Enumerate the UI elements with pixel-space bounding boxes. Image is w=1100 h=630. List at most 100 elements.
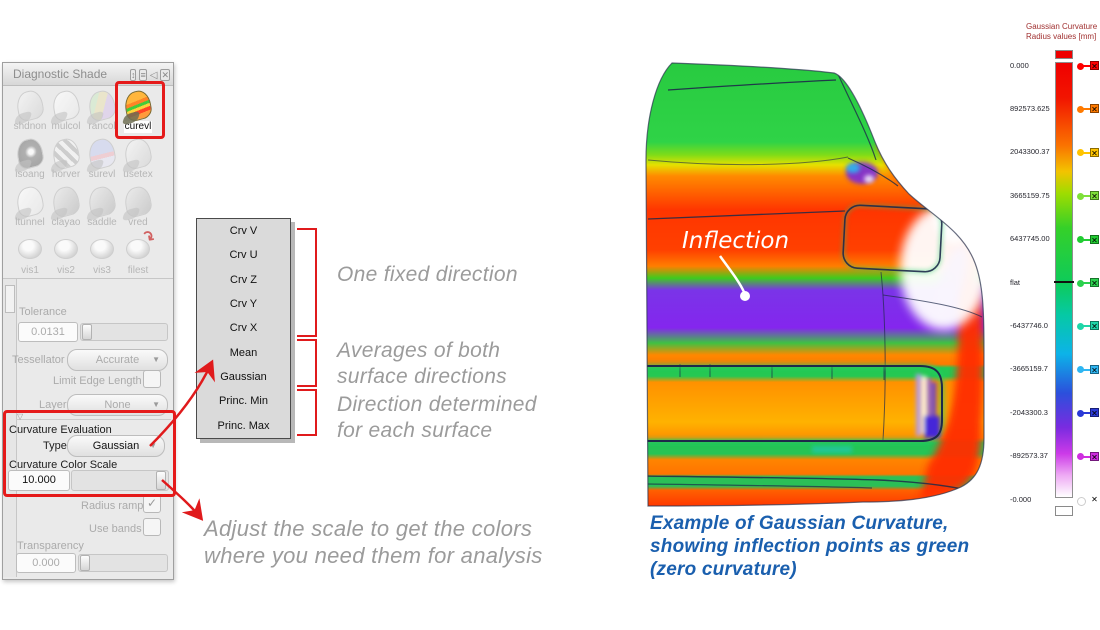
curvature-color-scale-handle[interactable]	[156, 471, 166, 490]
red-arrow-icon: ↷	[138, 226, 159, 248]
legend-marker-checkbox[interactable]: ✕	[1090, 408, 1099, 419]
gutter-tab[interactable]	[5, 285, 15, 313]
tool-label: surevl	[88, 169, 116, 180]
tool-usetex[interactable]: usetex	[120, 133, 156, 181]
legend-marker[interactable]: ✕	[1077, 321, 1100, 331]
legend-marker-checkbox[interactable]: ✕	[1090, 364, 1099, 375]
legend-marker-dot	[1077, 366, 1084, 374]
legend-label: -0.000	[1010, 494, 1032, 504]
legend-marker-checkbox[interactable]: ✕	[1090, 451, 1099, 462]
tool-curevl[interactable]: curevl	[120, 85, 156, 133]
tool-filest[interactable]: ↷ filest	[120, 226, 159, 277]
annotation-line: for each surface	[337, 419, 493, 442]
curvature-color-scale-slider[interactable]	[71, 470, 169, 491]
legend-marker-checkbox[interactable]: ✕	[1090, 191, 1099, 202]
panel-header[interactable]: Diagnostic Shade ↕ ≡ ◁ ✕	[3, 63, 173, 86]
legend-marker[interactable]: ✕	[1077, 364, 1100, 375]
tool-vis3[interactable]: vis3	[84, 229, 120, 277]
tool-grid: shdnon mulcol rancol curevl isoang horver sure…	[12, 85, 159, 277]
legend-label: -2043300.3	[1010, 407, 1048, 417]
quarter-window-white	[864, 175, 874, 183]
tool-surevl[interactable]: surevl	[84, 133, 120, 181]
tool-vis2[interactable]: vis2	[48, 229, 84, 277]
legend-label: -6437746.0	[1010, 320, 1048, 330]
menu-item-mean[interactable]: Mean	[229, 346, 258, 359]
tolerance-value[interactable]: 0.0131	[18, 322, 78, 342]
mulcol-icon	[50, 88, 82, 123]
tool-horver[interactable]: horver	[48, 133, 84, 181]
legend-marker-checkbox[interactable]: ✕	[1090, 278, 1099, 288]
menu-item-crv-z[interactable]: Crv Z	[230, 273, 257, 286]
tool-isoang[interactable]: isoang	[12, 133, 48, 181]
tool-label: shdnon	[13, 121, 47, 132]
caption-line: Example of Gaussian Curvature,	[650, 513, 949, 534]
ltunnel-icon	[14, 184, 46, 219]
legend-marker-line	[1083, 412, 1090, 415]
tool-vred[interactable]: vred	[120, 181, 156, 229]
annotation-adjust-scale: Adjust the scale to get the colors where…	[204, 515, 543, 569]
menu-item-crv-x[interactable]: Crv X	[229, 322, 258, 335]
tool-shdnon[interactable]: shdnon	[12, 85, 48, 133]
legend-marker-checkbox[interactable]: ✕	[1090, 321, 1099, 332]
tolerance-slider[interactable]	[80, 323, 168, 341]
usetex-icon	[122, 136, 154, 171]
transparency-slider[interactable]	[78, 554, 168, 572]
legend-gradient-bar[interactable]	[1055, 62, 1073, 498]
transparency-label: Transparency	[17, 540, 84, 552]
legend-marker[interactable]: ✕	[1077, 495, 1100, 506]
legend-marker-checkbox[interactable]: ✕	[1090, 147, 1099, 158]
close-icon[interactable]: ✕	[160, 69, 170, 81]
legend-title: Gaussian Curvature Radius values [mm]	[1026, 22, 1097, 41]
menu-item-crv-u[interactable]: Crv U	[229, 249, 258, 262]
bracket-averages	[297, 339, 317, 387]
clayao-icon	[50, 184, 82, 219]
tool-saddle[interactable]: saddle	[84, 181, 120, 229]
menu-icon[interactable]: ≡	[139, 69, 147, 81]
legend-marker-checkbox[interactable]: ✕	[1090, 104, 1099, 115]
transparency-slider-handle[interactable]	[80, 555, 90, 571]
legend-marker[interactable]: ✕	[1077, 234, 1100, 245]
tool-mulcol[interactable]: mulcol	[48, 85, 84, 133]
tool-ltunnel[interactable]: ltunnel	[12, 181, 48, 229]
transparency-value[interactable]: 0.000	[16, 553, 76, 573]
limit-edge-checkbox[interactable]	[143, 370, 161, 388]
tool-clayao[interactable]: clayao	[48, 181, 84, 229]
layer-label: Layer	[39, 399, 67, 411]
legend-marker-checkbox[interactable]: ✕	[1090, 234, 1099, 245]
layer-dropdown[interactable]: None ▼	[67, 394, 168, 416]
tool-vis1[interactable]: vis1	[12, 229, 48, 277]
legend-marker-line	[1083, 195, 1090, 198]
legend-marker[interactable]: ✕	[1077, 61, 1100, 71]
legend-marker-checkbox[interactable]: ✕	[1091, 495, 1098, 504]
legend-marker[interactable]: ✕	[1077, 278, 1100, 288]
inflection-pointer-dot	[740, 291, 750, 301]
tool-label: filest	[127, 265, 149, 276]
legend-marker[interactable]: ✕	[1077, 147, 1100, 158]
curvature-type-menu: Crv V Crv U Crv Z Crv Y Crv X Mean Gaussian Pri…	[196, 218, 291, 439]
type-dropdown[interactable]: Gaussian ▼	[67, 435, 165, 457]
use-bands-checkbox[interactable]	[143, 518, 161, 536]
menu-item-crv-y[interactable]: Crv Y	[229, 298, 258, 311]
curvature-color-scale-value[interactable]: 10.000	[8, 470, 70, 491]
diagnostic-shade-panel: Diagnostic Shade ↕ ≡ ◁ ✕ shdnon mulcol rancol…	[2, 62, 174, 580]
tool-rancol[interactable]: rancol	[84, 85, 120, 133]
legend-marker-line	[1083, 282, 1090, 284]
radius-ramp-checkbox[interactable]: ✓	[143, 495, 161, 513]
legend-marker[interactable]: ✕	[1077, 104, 1100, 114]
disclosure-divider	[16, 419, 171, 420]
menu-item-gaussian[interactable]: Gaussian	[220, 371, 267, 384]
disclosure-triangle-icon[interactable]: ▽	[17, 412, 24, 421]
legend-marker[interactable]: ✕	[1077, 191, 1100, 201]
tool-label: ltunnel	[15, 217, 45, 228]
legend-marker[interactable]: ✕	[1077, 451, 1100, 462]
menu-item-princ-max[interactable]: Princ. Max	[217, 419, 270, 432]
panel-header-icons: ↕ ≡ ◁ ✕	[127, 65, 170, 83]
menu-item-princ-min[interactable]: Princ. Min	[219, 395, 268, 408]
collapse-icon[interactable]: ◁	[149, 70, 158, 81]
legend-marker-checkbox[interactable]: ✕	[1090, 61, 1099, 71]
resize-vertical-icon[interactable]: ↕	[129, 69, 137, 81]
menu-item-crv-v[interactable]: Crv V	[229, 225, 258, 238]
tessellator-dropdown[interactable]: Accurate ▼	[67, 349, 168, 371]
legend-marker[interactable]: ✕	[1077, 408, 1100, 418]
tolerance-slider-handle[interactable]	[82, 324, 92, 340]
